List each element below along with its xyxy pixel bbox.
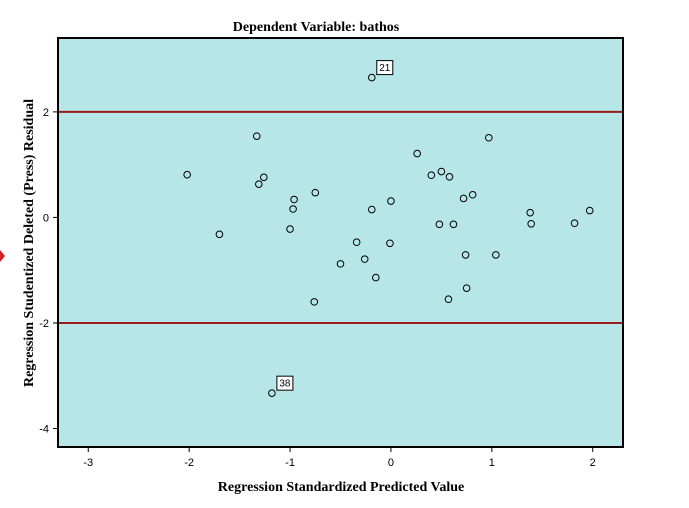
y-tick-label: -4 <box>39 424 49 436</box>
data-points: 38 21 <box>183 60 594 397</box>
chart-title: Dependent Variable: bathos <box>233 20 400 35</box>
data-point <box>183 170 191 179</box>
data-point <box>386 239 394 248</box>
y-tick-label: 0 <box>43 212 49 224</box>
x-tick-label: 1 <box>489 457 495 469</box>
data-point <box>485 133 493 142</box>
data-point <box>459 194 468 203</box>
data-point <box>570 219 579 228</box>
data-point <box>462 284 471 292</box>
x-tick-label: -2 <box>184 457 194 469</box>
x-tick-label: 2 <box>590 457 596 469</box>
data-point <box>286 225 294 233</box>
x-tick-label: 0 <box>388 457 394 469</box>
scroll-marker-arrow <box>0 250 5 262</box>
point-label-box <box>376 60 394 76</box>
y-axis-label: Regression Studentized Deleted (Press) R… <box>22 99 37 387</box>
y-tick-label: 2 <box>43 107 49 119</box>
data-point <box>310 298 319 306</box>
data-point <box>254 180 263 188</box>
data-point <box>445 172 454 181</box>
data-point <box>437 167 446 176</box>
data-point <box>468 190 477 199</box>
data-point <box>290 195 298 204</box>
x-axis: -3 -2 -1 0 1 2 <box>83 447 596 469</box>
x-axis-label: Regression Standardized Predicted Value <box>218 480 464 495</box>
data-point <box>367 205 376 214</box>
data-point <box>444 295 453 304</box>
data-point <box>311 188 320 197</box>
data-point <box>352 238 361 247</box>
data-point <box>372 273 380 282</box>
data-point <box>336 260 345 268</box>
data-point <box>289 205 297 213</box>
point-label: 21 <box>379 63 391 74</box>
reference-lines <box>58 110 623 324</box>
point-label-box <box>276 375 294 391</box>
data-point <box>252 132 261 140</box>
data-point <box>526 208 534 217</box>
data-point <box>427 171 436 180</box>
data-point <box>367 73 376 82</box>
data-point <box>215 230 224 239</box>
data-point <box>449 220 458 229</box>
data-point <box>413 149 421 158</box>
data-point <box>387 197 395 205</box>
data-point <box>461 251 470 259</box>
x-tick-label: -1 <box>285 457 295 469</box>
data-point <box>527 219 535 228</box>
data-point <box>435 220 444 229</box>
data-point <box>492 251 500 259</box>
plot-area <box>58 38 623 447</box>
data-point <box>260 173 268 182</box>
plot-frame <box>57 37 624 448</box>
data-point <box>585 206 594 215</box>
data-point <box>268 389 276 397</box>
y-tick-label: -2 <box>39 318 49 330</box>
y-axis: 2 0 -2 -4 <box>39 107 58 436</box>
data-point <box>360 255 369 263</box>
x-tick-label: -3 <box>83 457 93 469</box>
point-label: 38 <box>279 379 291 390</box>
